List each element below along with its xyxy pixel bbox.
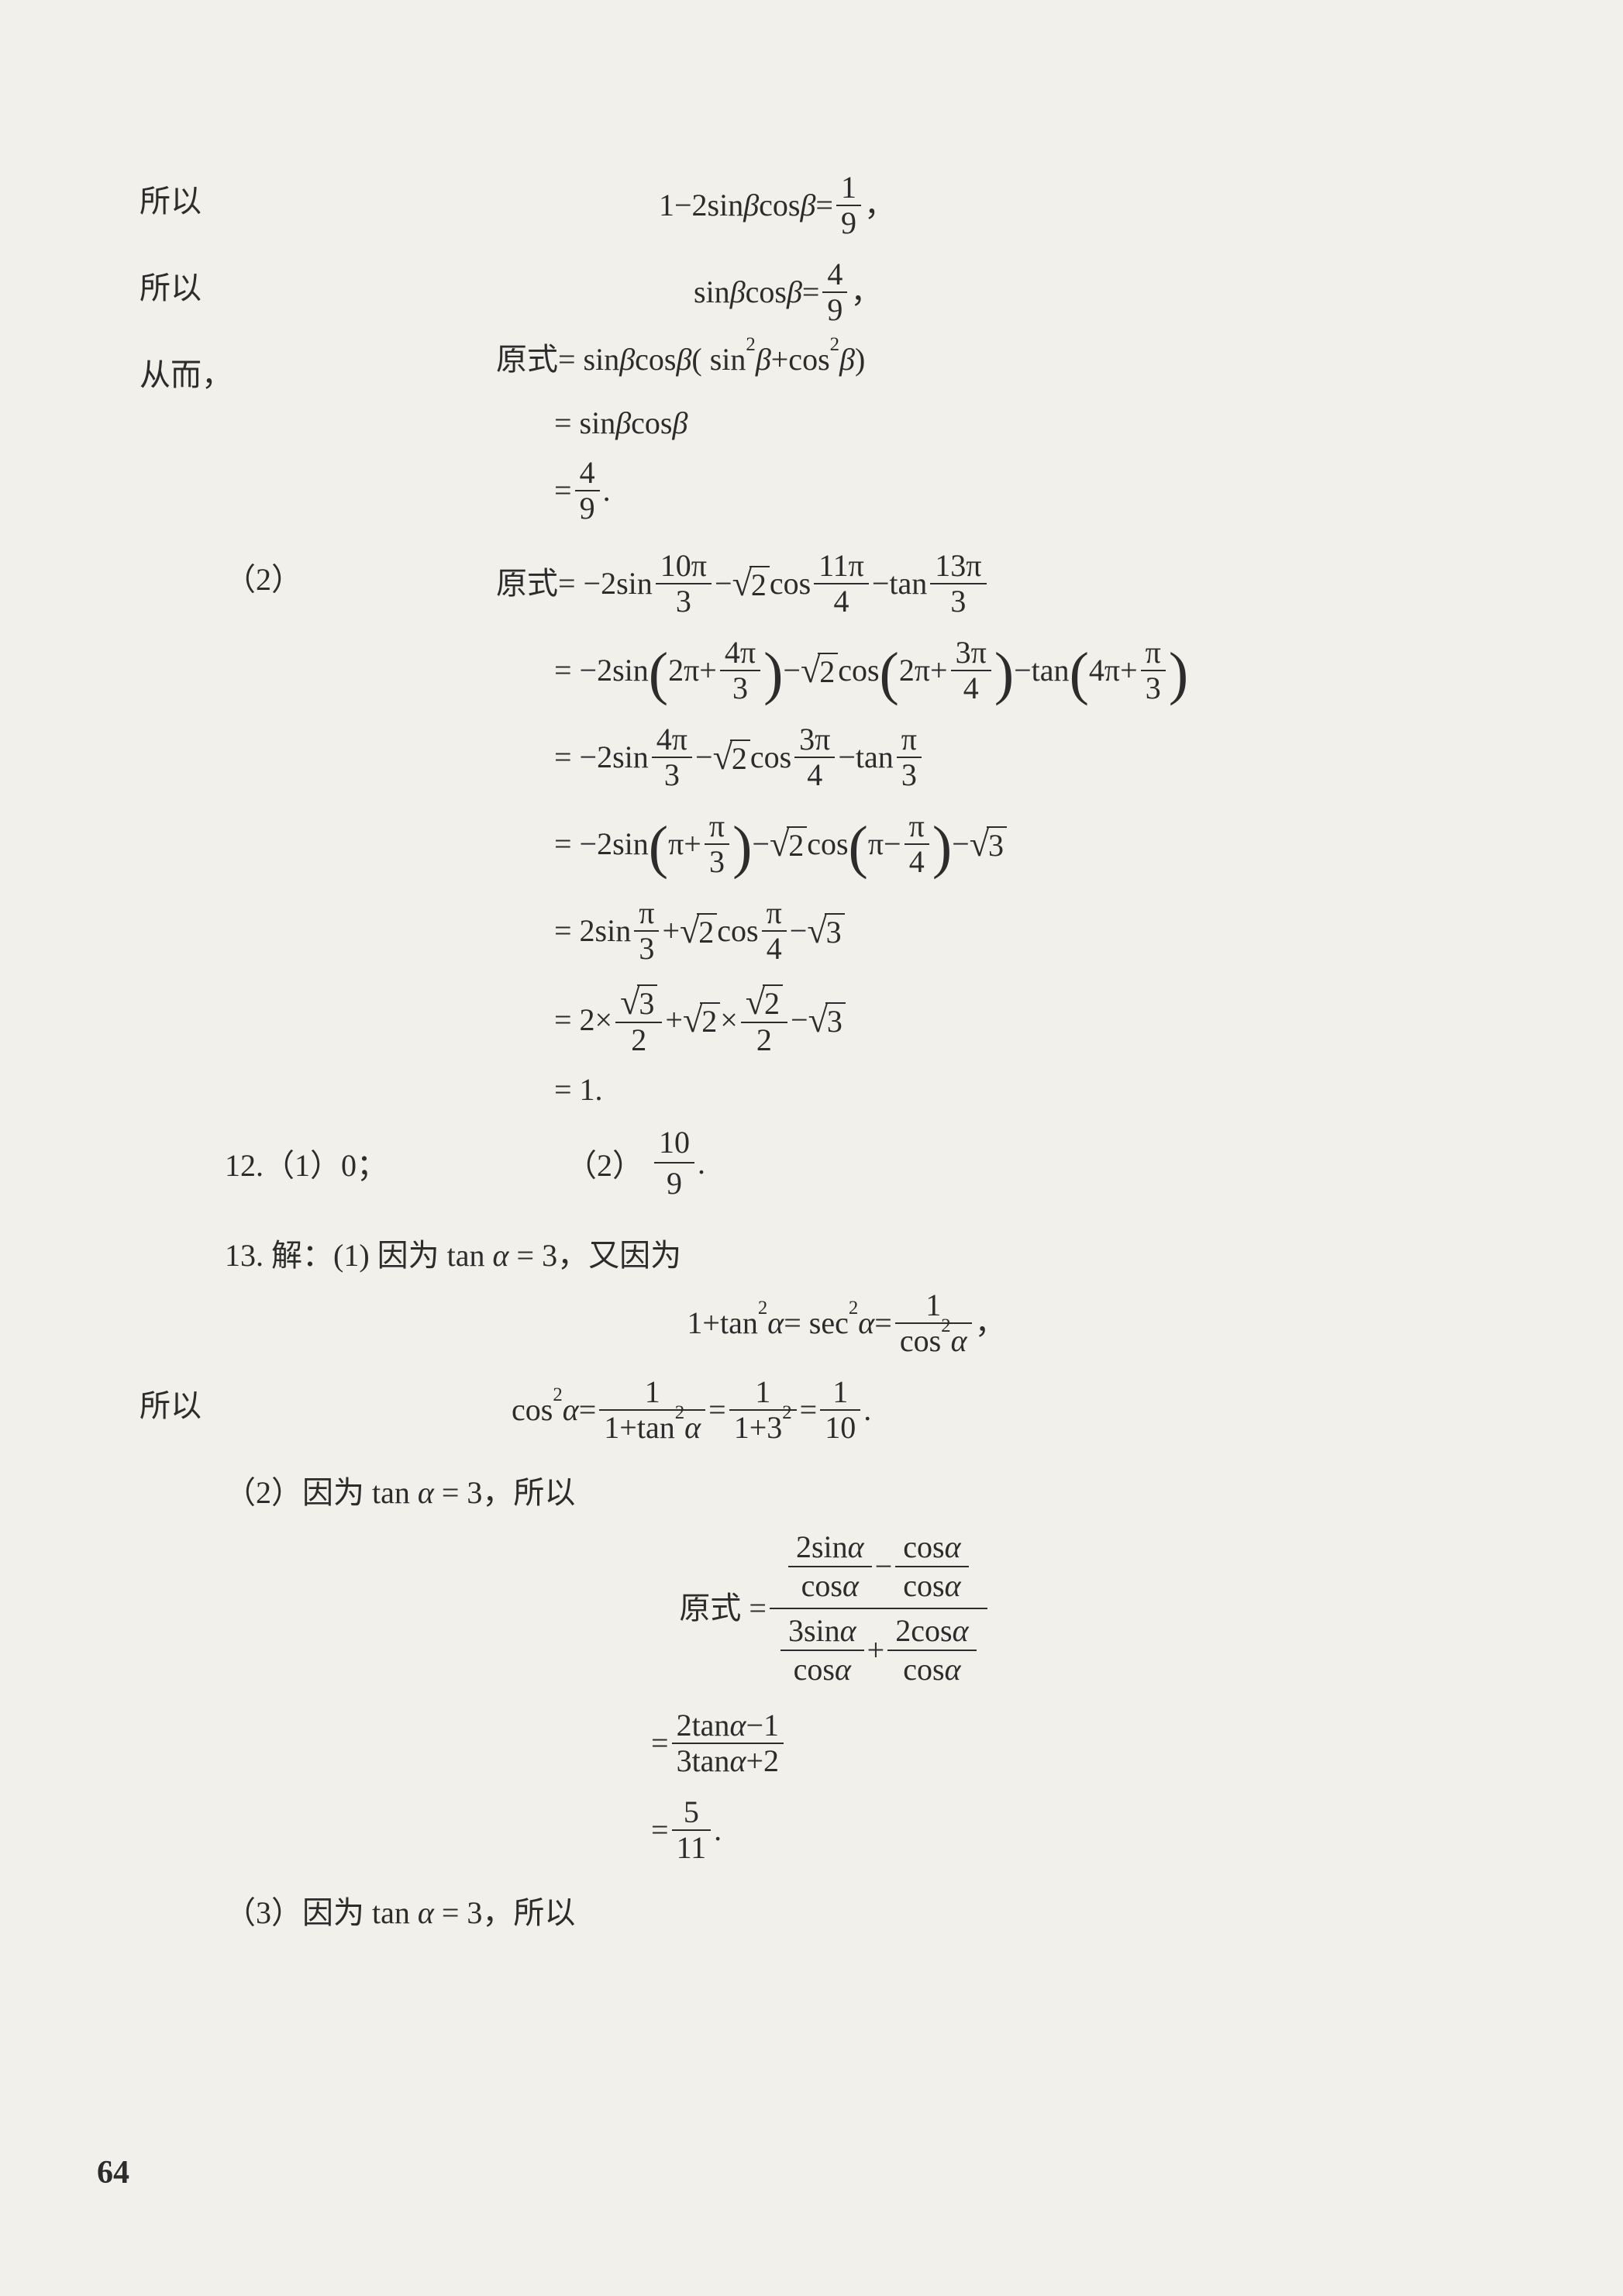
problem-13-3: （3）因为 tan α = 3，所以 [140, 1882, 1483, 1929]
line-11: = 2× √3 2 + √2 × √2 2 − √3 [140, 983, 1483, 1057]
label-conger: 从而， [140, 344, 481, 391]
line-7: = −2sin( 2π+ 4π3 ) − √2 cos( 2π+ 3π4 ) −… [140, 636, 1483, 705]
line-3: 从而， 原式 = sin β cos β ( sin2β +cos2β ) [140, 344, 1483, 391]
eq-1: 1−2sin β cos β = 19 ， [481, 171, 895, 240]
eq-2: sin β cos β = 49 ， [481, 257, 881, 327]
eq-13-2c: = 511 . [140, 1795, 1483, 1865]
label-suoyi-1: 所以 [140, 171, 481, 217]
label-suoyi-3: 所以 [140, 1375, 481, 1422]
problem-13-2: （2）因为 tan α = 3，所以 [140, 1462, 1483, 1508]
page: 所以 1−2sin β cos β = 19 ， 所以 sin β cos β … [0, 0, 1623, 2296]
answer-12: 12.（1）0； （2） 109 . [225, 1122, 1483, 1203]
label-suoyi-2: 所以 [140, 257, 481, 304]
eq-13-2b: = 2tan α−1 3tan α+2 [140, 1708, 1483, 1778]
eq-13-1a: 1+tan2α = sec2α = 1 cos2α ， [140, 1288, 1483, 1358]
line-8: = −2sin 4π3 − √2 cos 3π4 −tan π3 [140, 722, 1483, 792]
line-9: = −2sin( π+ π3 ) − √2 cos( π− π4 ) − √3 [140, 809, 1483, 879]
line-5: = 49 . [140, 456, 1483, 526]
eq-3: 原式 = sin β cos β ( sin2β +cos2β ) [481, 344, 865, 375]
eq-10: = 2sin π3 + √2 cos π4 − √3 [554, 896, 845, 966]
label-13-1: 13. 解：(1) 因为 tan α = 3，又因为 [140, 1225, 681, 1271]
answer-12-2: （2） 109 . [566, 1122, 705, 1203]
eq-11: = 2× √3 2 + √2 × √2 2 − √3 [554, 983, 846, 1057]
eq-9: = −2sin( π+ π3 ) − √2 cos( π− π4 ) − √3 [554, 809, 1007, 879]
page-number: 64 [97, 2154, 129, 2191]
eq-13-2a: 原式 = 2sin αcos α − cos αcos α 3sin αcos … [140, 1525, 1483, 1691]
eq-13-1b: 所以 cos2α = 1 1+tan2α = 1 1+32 = 110 . [140, 1375, 1483, 1445]
label-q2: （2） [140, 549, 496, 595]
line-4: = sin β cos β [140, 408, 1483, 439]
answer-12-1: 12.（1）0； [225, 1140, 566, 1185]
line-12: = 1. [140, 1074, 1483, 1105]
line-2: 所以 sin β cos β = 49 ， [140, 257, 1483, 327]
problem-13-1: 13. 解：(1) 因为 tan α = 3，又因为 [140, 1225, 1483, 1271]
line-10: = 2sin π3 + √2 cos π4 − √3 [140, 896, 1483, 966]
eq-5: = 49 . [554, 456, 611, 526]
line-1: 所以 1−2sin β cos β = 19 ， [140, 171, 1483, 240]
eq-7: = −2sin( 2π+ 4π3 ) − √2 cos( 2π+ 3π4 ) −… [554, 636, 1188, 705]
line-6: （2） 原式 = −2sin 10π3 − √2 cos 11π4 −tan 1… [140, 549, 1483, 619]
eq-12: = 1. [554, 1074, 603, 1105]
eq-6: 原式 = −2sin 10π3 − √2 cos 11π4 −tan 13π3 [496, 549, 990, 619]
eq-8: = −2sin 4π3 − √2 cos 3π4 −tan π3 [554, 722, 925, 792]
eq-4: = sin β cos β [554, 408, 687, 439]
